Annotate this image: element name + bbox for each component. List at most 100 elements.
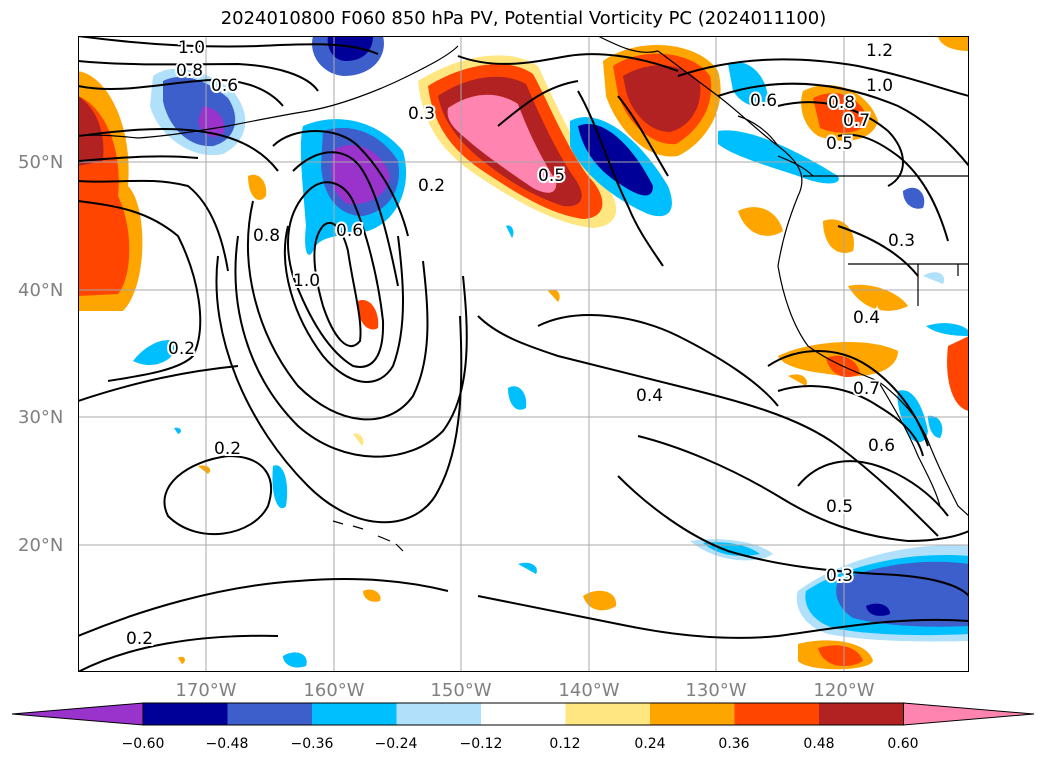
colorbar-bin bbox=[734, 703, 820, 725]
colorbar-tick: 0.36 bbox=[718, 736, 750, 752]
contour-label: 0.2 bbox=[214, 439, 241, 459]
positive-anomaly bbox=[823, 219, 854, 253]
contour-line bbox=[215, 255, 463, 524]
positive-anomaly bbox=[198, 465, 211, 474]
negative-anomaly bbox=[133, 340, 178, 366]
contour-label: 0.5 bbox=[826, 497, 853, 517]
colorbar-bin bbox=[143, 703, 228, 725]
colorbar-bin bbox=[312, 703, 397, 725]
negative-anomaly bbox=[923, 272, 945, 284]
colorbar-tick: −0.48 bbox=[205, 736, 249, 752]
contour-line bbox=[78, 36, 379, 55]
negative-anomaly bbox=[198, 106, 225, 137]
contour-label: 0.7 bbox=[853, 379, 880, 399]
negative-anomaly bbox=[926, 323, 969, 336]
contour-line bbox=[477, 595, 969, 639]
contour-label: 0.2 bbox=[168, 339, 195, 359]
lat-label-30n: 30°N bbox=[18, 407, 64, 428]
colorbar-tick: −0.36 bbox=[290, 736, 334, 752]
negative-anomaly bbox=[283, 652, 307, 668]
contour-line bbox=[78, 155, 199, 162]
map-panel[interactable]: 1.0 0.8 0.6 0.3 0.2 0.5 1.2 1.0 0.6 0.8 … bbox=[78, 36, 969, 672]
contour-line bbox=[234, 235, 468, 458]
contour-label: 0.4 bbox=[853, 308, 880, 328]
contour-line bbox=[287, 181, 385, 368]
colorbar-tick: −0.60 bbox=[121, 736, 165, 752]
colorbar-bin bbox=[227, 703, 313, 725]
contour-label: 0.8 bbox=[176, 61, 203, 81]
contour-label: 1.0 bbox=[866, 76, 893, 96]
contour-line bbox=[477, 315, 939, 537]
positive-anomaly bbox=[818, 645, 863, 667]
colorbar bbox=[11, 702, 1035, 726]
negative-anomaly bbox=[174, 427, 181, 434]
negative-anomaly bbox=[903, 187, 925, 209]
negative-anomaly bbox=[518, 562, 537, 574]
positive-anomaly bbox=[947, 336, 969, 411]
contour-line bbox=[677, 58, 969, 97]
contour-line bbox=[537, 314, 779, 407]
lon-label-120w: 120°W bbox=[813, 680, 875, 701]
negative-anomaly bbox=[327, 36, 373, 61]
positive-anomaly bbox=[78, 96, 104, 166]
pv-anomaly-shading bbox=[78, 36, 969, 670]
contour-label: 0.8 bbox=[828, 93, 855, 113]
contour-line bbox=[78, 578, 449, 637]
colorbar-extend-max bbox=[903, 702, 1035, 726]
lon-label-140w: 140°W bbox=[558, 680, 620, 701]
positive-anomaly bbox=[447, 94, 557, 193]
contour-line bbox=[837, 133, 949, 242]
contour-line bbox=[777, 101, 904, 187]
negative-anomaly bbox=[718, 130, 839, 184]
lat-label-40n: 40°N bbox=[18, 280, 64, 301]
contour-label: 0.2 bbox=[418, 176, 445, 196]
positive-anomaly bbox=[623, 65, 701, 132]
contour-line bbox=[577, 90, 664, 267]
contour-label: 1.0 bbox=[293, 271, 320, 291]
positive-anomaly bbox=[788, 374, 807, 386]
contour-line bbox=[78, 78, 284, 107]
negative-anomaly bbox=[578, 124, 653, 196]
contour-line bbox=[717, 82, 969, 167]
negative-anomaly bbox=[928, 415, 943, 438]
colorbar-bin bbox=[565, 703, 651, 725]
contour-line bbox=[78, 365, 239, 402]
colorbar-tick: 0.12 bbox=[549, 736, 581, 752]
coastline-baja bbox=[877, 380, 941, 507]
hawaii-islands bbox=[332, 520, 404, 552]
contour-line bbox=[837, 225, 919, 277]
contour-line bbox=[78, 200, 202, 382]
lon-label-170w: 170°W bbox=[175, 680, 237, 701]
colorbar-tick: 0.60 bbox=[887, 736, 919, 752]
state-border bbox=[803, 175, 969, 306]
contour-label: 0.8 bbox=[253, 226, 280, 246]
contour-label: 0.5 bbox=[826, 134, 853, 154]
positive-anomaly bbox=[357, 300, 379, 330]
contour-line bbox=[163, 454, 273, 536]
contour-label: 0.7 bbox=[843, 111, 870, 131]
contour-line bbox=[284, 225, 404, 383]
lon-label-130w: 130°W bbox=[685, 680, 747, 701]
contour-line bbox=[313, 221, 362, 348]
map-title: 2024010800 F060 850 hPa PV, Potential Vo… bbox=[220, 8, 827, 29]
contour-label: 0.3 bbox=[826, 566, 853, 586]
contour-label: 0.3 bbox=[408, 104, 435, 124]
negative-anomaly bbox=[728, 62, 768, 107]
contour-label: 0.4 bbox=[636, 386, 663, 406]
coastline-canada-islands bbox=[737, 115, 814, 177]
contour-label: 0.6 bbox=[868, 436, 895, 456]
negative-anomaly bbox=[866, 603, 890, 616]
colorbar-bin bbox=[819, 703, 904, 725]
positive-anomaly bbox=[353, 433, 364, 446]
lat-label-50n: 50°N bbox=[18, 152, 64, 173]
contour-label: 1.0 bbox=[178, 38, 205, 58]
positive-anomaly bbox=[178, 656, 185, 664]
contour-label: 0.6 bbox=[336, 221, 363, 241]
negative-anomaly bbox=[508, 386, 527, 410]
lat-label-20n: 20°N bbox=[18, 535, 64, 556]
lon-label-160w: 160°W bbox=[303, 680, 365, 701]
lon-label-150w: 150°W bbox=[430, 680, 492, 701]
contour-line bbox=[617, 475, 969, 597]
colorbar-tick: −0.12 bbox=[459, 736, 503, 752]
colorbar-outline bbox=[142, 702, 904, 726]
